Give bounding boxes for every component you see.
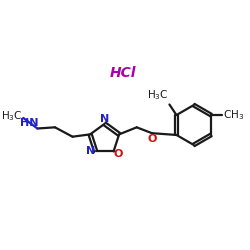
Text: O: O: [147, 134, 157, 144]
Text: H$_3$C: H$_3$C: [147, 88, 168, 102]
Text: N: N: [86, 146, 95, 156]
Text: HCl: HCl: [110, 66, 137, 80]
Text: CH$_3$: CH$_3$: [223, 108, 244, 122]
Text: HN: HN: [20, 118, 38, 128]
Text: H$_3$C: H$_3$C: [0, 110, 22, 124]
Text: N: N: [100, 114, 109, 124]
Text: O: O: [113, 149, 122, 159]
